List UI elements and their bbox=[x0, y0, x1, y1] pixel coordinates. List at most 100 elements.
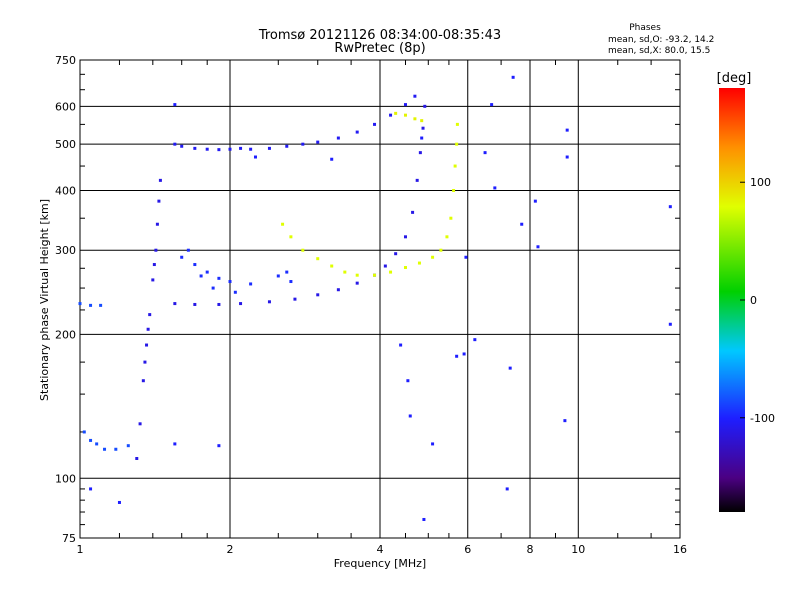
data-point bbox=[462, 352, 466, 356]
data-point bbox=[336, 288, 340, 292]
data-point bbox=[249, 147, 253, 151]
data-point bbox=[439, 248, 443, 252]
data-point bbox=[668, 205, 672, 209]
data-point bbox=[253, 155, 257, 159]
data-point bbox=[490, 103, 494, 107]
y-axis-ticks: 75 100 200 300 400 500 600 750 bbox=[55, 54, 76, 545]
data-point bbox=[285, 270, 289, 274]
colorbar-tick-label: -100 bbox=[750, 412, 775, 425]
data-point bbox=[473, 338, 477, 342]
x-axis-ticks: 1 2 4 6 8 10 16 bbox=[77, 543, 688, 556]
data-point bbox=[431, 442, 435, 446]
data-point bbox=[249, 282, 253, 286]
data-point bbox=[316, 140, 320, 144]
x-tick-label: 10 bbox=[571, 543, 585, 556]
data-point bbox=[228, 147, 232, 151]
data-point bbox=[403, 103, 407, 107]
data-point bbox=[464, 255, 468, 259]
data-point bbox=[493, 186, 497, 190]
data-point bbox=[173, 142, 177, 146]
data-point bbox=[173, 442, 177, 446]
x-tick-label: 6 bbox=[464, 543, 471, 556]
data-point bbox=[155, 222, 159, 226]
data-point bbox=[452, 188, 456, 192]
colorbar-tick-label: 100 bbox=[750, 176, 771, 189]
data-point bbox=[217, 276, 221, 280]
x-tick-label: 4 bbox=[377, 543, 384, 556]
data-point bbox=[511, 75, 515, 79]
data-point bbox=[126, 444, 130, 448]
data-point bbox=[406, 379, 410, 383]
data-point bbox=[173, 302, 177, 306]
y-tick-label: 100 bbox=[55, 472, 76, 485]
data-point bbox=[565, 155, 569, 159]
data-point bbox=[276, 274, 280, 278]
data-point bbox=[355, 273, 359, 277]
data-point bbox=[145, 343, 149, 347]
data-point bbox=[383, 264, 387, 268]
data-point bbox=[180, 144, 184, 148]
data-point bbox=[563, 419, 567, 423]
colorbar-tick-label: 0 bbox=[750, 294, 757, 307]
data-point bbox=[520, 222, 524, 226]
data-point bbox=[186, 248, 190, 252]
data-point bbox=[422, 517, 426, 521]
data-point bbox=[154, 248, 158, 252]
data-point bbox=[421, 126, 425, 130]
phases-x-stats: mean, sd,X: 80.0, 15.5 bbox=[608, 46, 710, 56]
data-point bbox=[205, 147, 209, 151]
data-point bbox=[413, 94, 417, 98]
data-point bbox=[389, 113, 393, 117]
data-point bbox=[316, 293, 320, 297]
data-point bbox=[355, 130, 359, 134]
x-tick-label: 8 bbox=[527, 543, 534, 556]
data-point bbox=[217, 444, 221, 448]
data-point bbox=[228, 280, 232, 284]
data-point bbox=[413, 117, 417, 121]
data-point bbox=[157, 199, 161, 203]
y-tick-label: 600 bbox=[55, 100, 76, 113]
data-point bbox=[78, 302, 82, 306]
data-point bbox=[193, 146, 197, 150]
data-point bbox=[330, 157, 334, 161]
x-tick-label: 1 bbox=[77, 543, 84, 556]
data-point bbox=[146, 327, 150, 331]
data-point bbox=[399, 343, 403, 347]
data-point bbox=[152, 263, 156, 267]
data-point bbox=[316, 257, 320, 261]
data-point bbox=[408, 414, 412, 418]
chart-title: Tromsø 20121126 08:34:00-08:35:43 bbox=[258, 28, 501, 43]
data-point bbox=[355, 281, 359, 285]
data-point bbox=[95, 442, 99, 446]
data-point bbox=[89, 487, 93, 491]
data-point bbox=[411, 210, 415, 214]
data-point bbox=[173, 103, 177, 107]
y-tick-label: 750 bbox=[55, 54, 76, 67]
data-point bbox=[141, 379, 145, 383]
data-point bbox=[505, 487, 509, 491]
data-point bbox=[301, 248, 305, 252]
data-point bbox=[211, 286, 215, 290]
data-point bbox=[533, 199, 537, 203]
data-point bbox=[285, 144, 289, 148]
data-point bbox=[508, 366, 512, 370]
data-point bbox=[449, 216, 453, 220]
data-point bbox=[158, 178, 162, 182]
chart-subtitle: RwPretec (8p) bbox=[334, 41, 425, 56]
data-point bbox=[403, 266, 407, 270]
data-point bbox=[455, 142, 459, 146]
y-tick-label: 75 bbox=[62, 532, 76, 545]
x-tick-label: 16 bbox=[673, 543, 687, 556]
phases-o-stats: mean, sd,O: -93.2, 14.2 bbox=[608, 35, 714, 45]
data-point bbox=[267, 300, 271, 304]
data-point bbox=[330, 264, 334, 268]
data-point bbox=[455, 354, 459, 358]
data-point bbox=[373, 122, 377, 126]
data-point bbox=[403, 113, 407, 117]
data-point bbox=[420, 119, 424, 123]
data-point bbox=[82, 430, 86, 434]
data-point bbox=[668, 322, 672, 326]
data-point bbox=[193, 302, 197, 306]
data-point bbox=[423, 104, 427, 108]
